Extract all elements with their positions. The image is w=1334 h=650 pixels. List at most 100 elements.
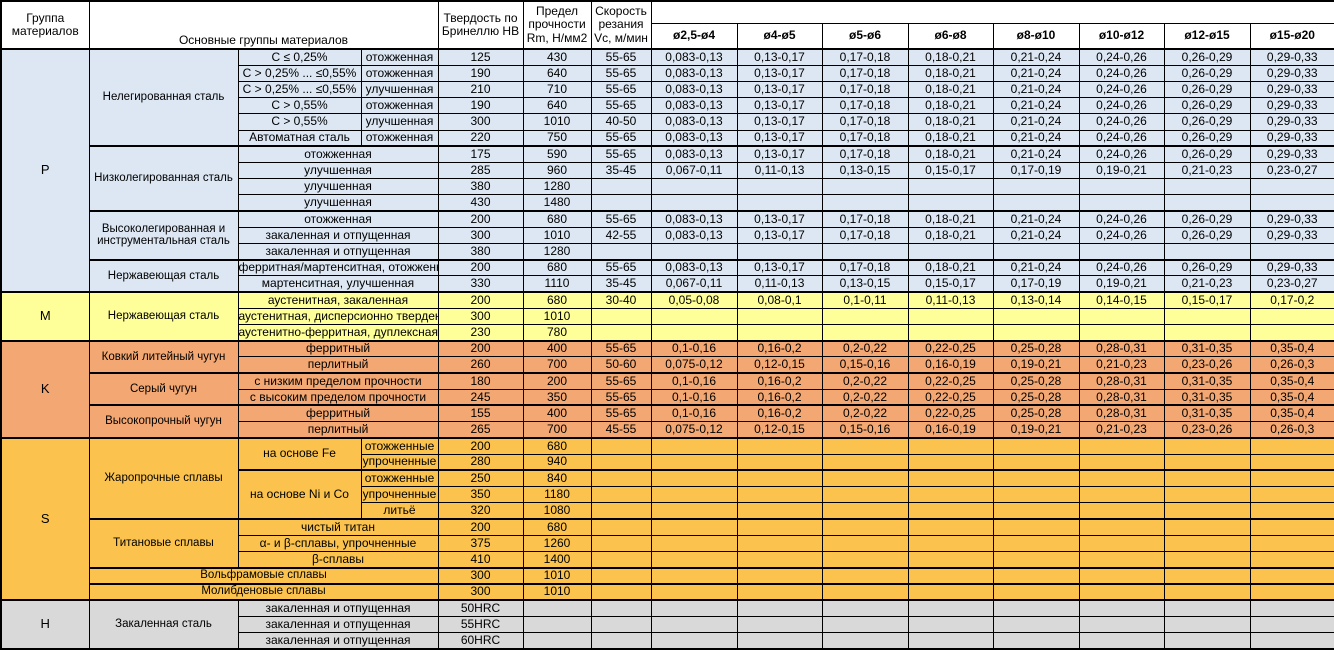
cell-feed-3: 0,16-0,19 [907,421,994,439]
cell-feed-0: 0,083-0,13 [650,226,738,244]
cell-feed-3: 0,18-0,21 [907,145,994,163]
cell-feed-7 [1249,485,1334,504]
cell-hardness: 430 [437,194,524,212]
material-state: литьё [360,502,439,520]
cell-feed-2 [821,323,909,342]
material-state: улучшенная [360,80,439,99]
cell-hardness: 60HRC [437,631,524,650]
speed-header: Скорость резания Vc, м/мин [590,0,652,50]
cell-feed-3 [907,566,994,585]
cell-hardness: 300 [437,307,524,325]
cell-strength: 1400 [522,550,592,569]
cell-hardness: 155 [437,404,524,423]
strength-header: Предел прочности Rm, Н/мм2 [522,0,592,50]
cell-hardness: 380 [437,178,524,196]
family-name: Титановые сплавы [88,517,239,568]
table-row: Низколегированная сталь отожженная 175 590 5… [1,145,1334,212]
cell-feed-5 [1078,566,1165,585]
table-body: P Нелегированная сталь C ≤ 0,25% отожженная… [0,47,1334,650]
material-subtype: C > 0,25% ... ≤0,55% [237,80,362,99]
family-name: Нелегированная сталь [88,47,239,147]
cell-feed-2: 0,15-0,16 [821,421,909,439]
cell-feed-0: 0,067-0,11 [650,275,738,293]
cell-hardness: 200 [437,436,524,455]
cell-feed-5 [1078,469,1165,487]
cell-strength: 1280 [522,178,592,196]
cell-strength: 680 [522,258,592,277]
cell-strength: 680 [522,291,592,309]
cell-feed-2 [821,534,909,552]
table-row: закаленная и отпущенная 55HRC [1,615,1334,633]
material-state: закаленная и отпущенная [237,615,439,633]
cell-feed-3: 0,18-0,21 [907,210,994,228]
cell-feed-7: 0,29-0,33 [1249,64,1334,82]
cell-feed-6 [1163,469,1251,487]
family-name: Молибденовые сплавы [88,582,439,601]
cell-feed-5: 0,21-0,23 [1078,421,1165,439]
cell-speed: 35-45 [590,161,652,180]
cell-feed-6 [1163,194,1251,212]
cell-strength: 700 [522,421,592,439]
cell-feed-4: 0,17-0,19 [992,161,1080,180]
cell-speed: 55-65 [590,145,652,163]
cell-feed-0 [650,631,738,650]
cell-feed-2 [821,582,909,601]
cell-feed-3: 0,18-0,21 [907,129,994,147]
cell-feed-0 [650,615,738,633]
cell-feed-7 [1249,566,1334,585]
cell-strength: 710 [522,80,592,99]
cell-speed: 55-65 [590,339,652,358]
cell-strength: 1180 [522,485,592,504]
table-row: упрочненные 350 1180 [1,485,1334,504]
cell-feed-1: 0,16-0,2 [736,372,823,390]
cell-feed-2 [821,485,909,504]
cell-feed-1 [736,502,823,520]
diameter-header-2: ø5-ø6 [821,22,909,50]
cell-feed-3: 0,18-0,21 [907,80,994,99]
family-name: Ковкий литейный чугун [88,339,239,374]
cell-feed-1: 0,11-0,13 [736,161,823,180]
cell-strength: 1010 [522,226,592,244]
cell-speed [590,582,652,601]
cell-hardness: 380 [437,242,524,261]
cell-feed-3: 0,18-0,21 [907,64,994,82]
cell-speed: 35-45 [590,275,652,293]
material-state: отожженная [237,145,439,163]
cell-feed-3: 0,18-0,21 [907,97,994,115]
material-state: улучшенная [237,161,439,180]
cell-feed-5 [1078,436,1165,455]
cell-speed: 45-55 [590,421,652,439]
cell-speed: 55-65 [590,258,652,277]
cell-hardness: 230 [437,323,524,342]
material-state: аустенитная, закаленная [237,291,439,309]
cell-feed-7 [1249,598,1334,617]
cell-feed-2: 0,13-0,15 [821,275,909,293]
cell-feed-0: 0,083-0,13 [650,145,738,163]
material-state: закаленная и отпущенная [237,598,439,617]
table-row: с высоким пределом прочности 245 350 55-65 0… [1,388,1334,406]
cell-feed-5: 0,24-0,26 [1078,80,1165,99]
cell-feed-0 [650,323,738,342]
cell-feed-7: 0,23-0,27 [1249,275,1334,293]
cell-feed-4: 0,25-0,28 [992,339,1080,358]
material-subtype: C ≤ 0,25% [237,47,362,66]
cell-feed-7: 0,26-0,3 [1249,356,1334,374]
cell-speed [590,469,652,487]
cell-feed-1: 0,16-0,2 [736,339,823,358]
cell-strength [522,598,592,617]
cell-speed [590,194,652,212]
cell-feed-0: 0,1-0,16 [650,404,738,423]
cell-feed-4 [992,615,1080,633]
cell-feed-2: 0,17-0,18 [821,210,909,228]
cell-strength: 1110 [522,275,592,293]
cell-feed-4: 0,21-0,24 [992,145,1080,163]
table-row: Автоматная сталь отожженная 220 750 55-65 0,0… [1,129,1334,147]
cell-feed-6: 0,26-0,29 [1163,145,1251,163]
cell-feed-7 [1249,550,1334,569]
family-name: Высокопрочный чугун [88,404,239,439]
material-state: закаленная и отпущенная [237,631,439,650]
cell-feed-3 [907,194,994,212]
cell-feed-3 [907,582,994,601]
cell-speed [590,566,652,585]
diameter-header-5: ø10-ø12 [1078,22,1165,50]
